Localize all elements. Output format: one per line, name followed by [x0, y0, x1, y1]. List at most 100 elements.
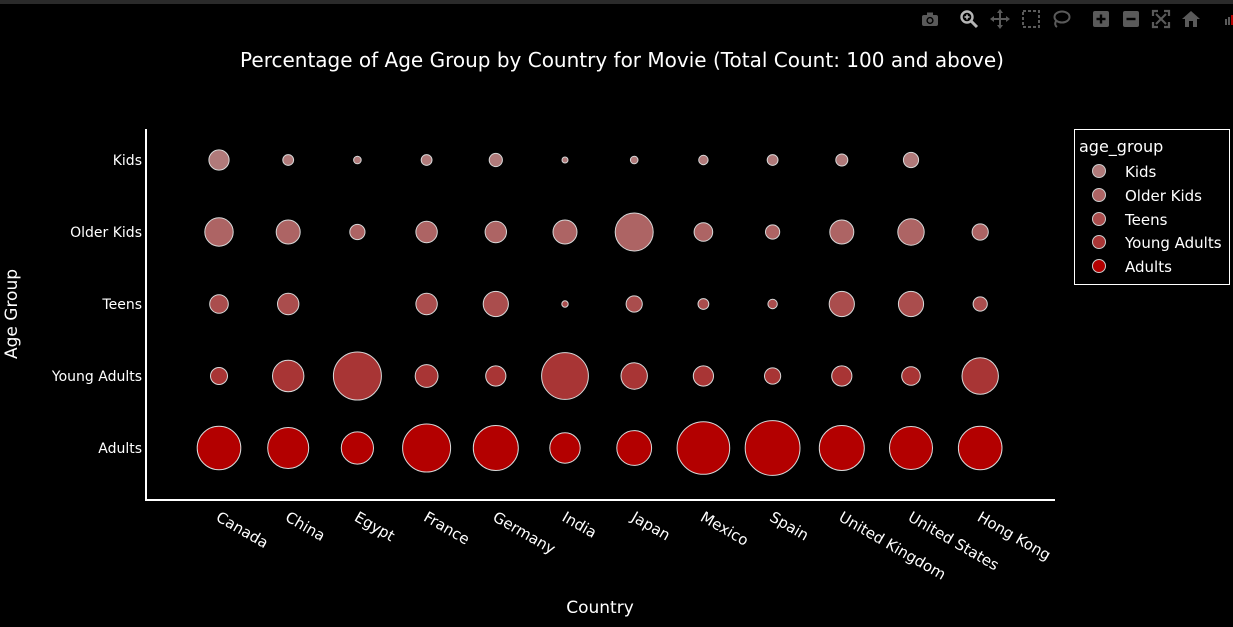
bubble-adults-france[interactable] — [402, 423, 452, 473]
bubble-older-kids-united-kingdom[interactable] — [829, 219, 855, 245]
camera-icon[interactable] — [919, 8, 941, 30]
bubble-young-adults-united-states[interactable] — [901, 366, 921, 386]
bubble-adults-united-states[interactable] — [889, 426, 933, 470]
legend-item-label: Young Adults — [1125, 234, 1222, 253]
bubble-adults-china[interactable] — [267, 427, 310, 469]
bubble-teens-japan[interactable] — [625, 295, 643, 313]
legend-title: age_group — [1079, 137, 1164, 156]
pan-icon[interactable] — [989, 8, 1011, 30]
bubble-teens-india[interactable] — [561, 300, 569, 308]
x-tick-label-canada: Canada — [213, 508, 271, 552]
bubble-older-kids-china[interactable] — [275, 219, 301, 245]
bubble-teens-united-kingdom[interactable] — [828, 290, 855, 318]
y-tick-label-adults: Adults — [98, 441, 142, 457]
bubble-teens-united-states[interactable] — [897, 290, 925, 318]
legend-item-adults[interactable]: Adults — [1075, 256, 1229, 278]
legend-item-teens[interactable]: Teens — [1075, 209, 1229, 231]
bubble-older-kids-france[interactable] — [415, 220, 438, 244]
legend-item-older-kids[interactable]: Older Kids — [1075, 185, 1229, 207]
legend-swatch — [1092, 211, 1106, 226]
x-tick-label-germany: Germany — [490, 508, 559, 558]
legend-item-label: Teens — [1125, 210, 1168, 229]
bubble-kids-canada[interactable] — [208, 149, 230, 171]
zoom-out-icon[interactable] — [1120, 8, 1142, 30]
bubble-older-kids-mexico[interactable] — [693, 222, 714, 242]
bubble-kids-japan[interactable] — [629, 155, 639, 165]
zoom-icon[interactable] — [958, 8, 980, 30]
bubble-kids-egypt[interactable] — [353, 155, 362, 165]
bubble-adults-egypt[interactable] — [340, 431, 374, 465]
bubble-adults-spain[interactable] — [744, 420, 801, 476]
bubble-kids-united-states[interactable] — [902, 151, 920, 169]
x-tick-label-spain: Spain — [767, 508, 812, 545]
x-axis-title: Country — [566, 598, 634, 618]
legend-item-label: Adults — [1125, 258, 1172, 277]
bubble-kids-france[interactable] — [420, 154, 433, 166]
bubble-kids-spain[interactable] — [766, 154, 779, 166]
bubble-kids-mexico[interactable] — [698, 154, 709, 166]
window-top-strip — [0, 0, 1233, 4]
bubble-older-kids-egypt[interactable] — [349, 223, 366, 241]
bubble-teens-hong-kong[interactable] — [972, 296, 988, 312]
bubble-older-kids-india[interactable] — [552, 219, 578, 245]
bubble-older-kids-germany[interactable] — [484, 220, 507, 244]
bubble-kids-united-kingdom[interactable] — [835, 153, 849, 167]
bubble-older-kids-japan[interactable] — [614, 212, 654, 252]
bubble-kids-germany[interactable] — [488, 152, 503, 168]
x-tick-label-france: France — [421, 508, 473, 549]
bubble-teens-canada[interactable] — [209, 294, 229, 314]
bubble-teens-china[interactable] — [277, 292, 300, 316]
bubble-young-adults-canada[interactable] — [210, 367, 228, 385]
bubble-young-adults-egypt[interactable] — [332, 351, 382, 401]
bubble-kids-china[interactable] — [282, 154, 295, 166]
bubble-young-adults-mexico[interactable] — [692, 365, 715, 387]
legend-swatch — [1092, 187, 1106, 202]
bubble-adults-mexico[interactable] — [676, 421, 731, 475]
bubble-young-adults-united-kingdom[interactable] — [831, 365, 853, 387]
bubble-adults-hong-kong[interactable] — [957, 425, 1003, 471]
bubble-young-adults-spain[interactable] — [764, 367, 782, 385]
bubble-older-kids-hong-kong[interactable] — [971, 223, 989, 241]
bubble-teens-france[interactable] — [415, 292, 438, 316]
x-tick-label-india: India — [559, 508, 600, 542]
y-axis-title: Age Group — [2, 269, 22, 359]
lasso-icon[interactable] — [1050, 8, 1072, 30]
legend-item-young-adults[interactable]: Young Adults — [1075, 232, 1229, 254]
bubble-young-adults-germany[interactable] — [485, 365, 507, 387]
bubble-adults-japan[interactable] — [616, 430, 653, 466]
zoom-in-icon[interactable] — [1090, 8, 1112, 30]
bubble-adults-germany[interactable] — [472, 425, 519, 471]
bubble-older-kids-canada[interactable] — [204, 217, 234, 247]
bubble-teens-germany[interactable] — [482, 290, 509, 318]
y-tick-label-young-adults: Young Adults — [51, 369, 142, 385]
bubble-adults-united-kingdom[interactable] — [818, 425, 865, 471]
legend-swatch — [1092, 235, 1106, 250]
legend-item-label: Kids — [1125, 163, 1157, 181]
plotly-logo-icon[interactable] — [1219, 8, 1233, 30]
legend-item-kids[interactable]: Kids — [1075, 161, 1229, 183]
bubble-young-adults-france[interactable] — [414, 364, 439, 388]
bubble-young-adults-india[interactable] — [541, 352, 589, 400]
legend-swatch — [1092, 259, 1106, 274]
bubble-adults-canada[interactable] — [196, 425, 242, 471]
bubble-teens-mexico[interactable] — [697, 298, 710, 310]
x-tick-label-china: China — [282, 508, 328, 545]
home-icon[interactable] — [1180, 8, 1202, 30]
y-tick-label-kids: Kids — [113, 153, 142, 169]
bubble-older-kids-united-states[interactable] — [897, 218, 925, 246]
box-select-icon[interactable] — [1020, 8, 1042, 30]
y-tick-label-older-kids: Older Kids — [70, 225, 142, 241]
bubble-adults-india[interactable] — [549, 432, 581, 464]
bubble-young-adults-china[interactable] — [272, 359, 305, 393]
y-tick-label-teens: Teens — [101, 297, 142, 313]
x-tick-label-egypt: Egypt — [351, 508, 398, 545]
bubble-kids-india[interactable] — [561, 156, 569, 164]
bubble-older-kids-spain[interactable] — [765, 224, 781, 240]
x-tick-label-mexico: Mexico — [697, 508, 751, 550]
bubble-young-adults-hong-kong[interactable] — [961, 357, 999, 395]
legend-swatch — [1092, 164, 1106, 178]
autoscale-icon[interactable] — [1150, 8, 1172, 30]
bubble-teens-spain[interactable] — [767, 298, 778, 310]
bubble-young-adults-japan[interactable] — [620, 362, 648, 390]
